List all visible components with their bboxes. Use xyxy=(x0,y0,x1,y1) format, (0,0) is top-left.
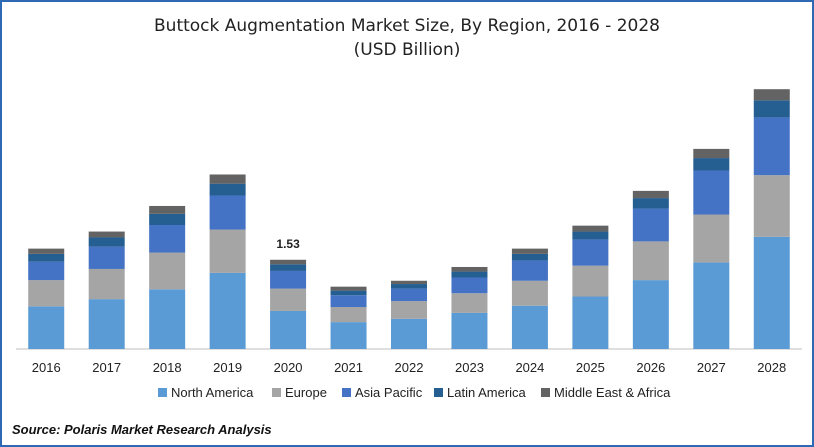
bar-2021-north-america xyxy=(330,322,367,349)
bar-2020-europe xyxy=(270,288,307,311)
legend-swatch xyxy=(541,388,550,397)
bar-2024-middle-east-africa xyxy=(511,248,548,254)
bar-2016-europe xyxy=(28,280,65,307)
bar-2017-latin-america xyxy=(88,237,125,247)
source-note: Source: Polaris Market Research Analysis xyxy=(12,422,272,437)
bar-2028-asia-pacific xyxy=(753,117,790,176)
x-tick-label: 2024 xyxy=(515,360,544,375)
bar-2027-asia-pacific xyxy=(693,170,730,215)
bar-2019-north-america xyxy=(209,272,246,349)
bar-2026-latin-america xyxy=(632,198,669,209)
x-tick-label: 2022 xyxy=(395,360,424,375)
legend-swatch xyxy=(434,388,443,397)
bar-2018-latin-america xyxy=(149,213,186,225)
bar-2019-middle-east-africa xyxy=(209,174,246,184)
chart-subtitle: (USD Billion) xyxy=(353,40,461,60)
bar-2019-asia-pacific xyxy=(209,195,246,230)
bar-2016-north-america xyxy=(28,306,65,349)
bar-2024-north-america xyxy=(511,305,548,349)
bar-2021-europe xyxy=(330,307,367,323)
x-tick-label: 2019 xyxy=(213,360,242,375)
legend-swatch xyxy=(158,388,167,397)
bar-2026-asia-pacific xyxy=(632,208,669,242)
bar-2023-middle-east-africa xyxy=(451,266,488,272)
legend-item-label: Latin America xyxy=(447,385,527,400)
bar-2026-europe xyxy=(632,241,669,281)
bar-2021-asia-pacific xyxy=(330,295,367,308)
bar-2017-europe xyxy=(88,268,125,300)
bar-2023-north-america xyxy=(451,312,488,349)
bar-2023-asia-pacific xyxy=(451,277,488,294)
bar-2020-middle-east-africa xyxy=(270,259,307,265)
bar-2026-middle-east-africa xyxy=(632,190,669,199)
legend-item-label: Middle East & Africa xyxy=(554,385,671,400)
x-tick-label: 2018 xyxy=(153,360,182,375)
bar-2017-north-america xyxy=(88,299,125,349)
bar-2016-asia-pacific xyxy=(28,261,65,281)
bar-2025-europe xyxy=(572,265,609,297)
bar-2022-europe xyxy=(391,301,427,319)
bar-2019-latin-america xyxy=(209,183,246,196)
data-label: 1.53 xyxy=(276,237,300,251)
legend-item-label: Europe xyxy=(285,385,327,400)
legend-item-label: North America xyxy=(171,385,254,400)
x-tick-label: 2028 xyxy=(757,360,786,375)
bar-2018-north-america xyxy=(149,289,186,349)
bar-2019-europe xyxy=(209,229,246,273)
bar-2018-europe xyxy=(149,252,186,290)
legend-swatch xyxy=(342,388,351,397)
bar-2016-latin-america xyxy=(28,253,65,262)
bar-2020-asia-pacific xyxy=(270,270,307,289)
bar-2017-asia-pacific xyxy=(88,246,125,269)
x-tick-label: 2020 xyxy=(274,360,303,375)
chart-title: Buttock Augmentation Market Size, By Reg… xyxy=(154,16,660,36)
bar-2025-middle-east-africa xyxy=(572,225,609,232)
bar-2028-middle-east-africa xyxy=(753,89,790,101)
bar-2018-asia-pacific xyxy=(149,224,186,253)
bar-2021-latin-america xyxy=(330,290,367,296)
x-tick-label: 2023 xyxy=(455,360,484,375)
bar-2027-latin-america xyxy=(693,158,730,171)
bar-2025-north-america xyxy=(572,296,609,349)
bar-2023-latin-america xyxy=(451,271,488,278)
bar-2020-latin-america xyxy=(270,264,307,271)
bar-2017-middle-east-africa xyxy=(88,231,125,238)
bar-2022-north-america xyxy=(391,318,427,349)
bar-2028-europe xyxy=(753,175,790,237)
bar-2025-latin-america xyxy=(572,231,609,240)
x-tick-label: 2016 xyxy=(32,360,61,375)
bar-2021-middle-east-africa xyxy=(330,286,367,291)
x-tick-label: 2026 xyxy=(636,360,665,375)
x-tick-label: 2017 xyxy=(92,360,121,375)
bar-2022-asia-pacific xyxy=(391,288,427,302)
bar-2020-north-america xyxy=(270,310,307,349)
bar-2022-latin-america xyxy=(391,284,427,289)
bar-2028-north-america xyxy=(753,236,790,349)
bar-2025-asia-pacific xyxy=(572,239,609,266)
bar-2027-middle-east-africa xyxy=(693,148,730,159)
bar-2016-middle-east-africa xyxy=(28,248,65,254)
legend-swatch xyxy=(272,388,281,397)
x-tick-label: 2021 xyxy=(334,360,363,375)
bar-2026-north-america xyxy=(632,280,669,349)
bar-2023-europe xyxy=(451,293,488,313)
bar-2027-europe xyxy=(693,214,730,263)
bar-2024-europe xyxy=(511,280,548,306)
x-tick-label: 2025 xyxy=(576,360,605,375)
bar-2027-north-america xyxy=(693,262,730,349)
bar-2024-asia-pacific xyxy=(511,260,548,281)
bar-2018-middle-east-africa xyxy=(149,205,186,214)
bar-2028-latin-america xyxy=(753,100,790,118)
bar-2022-middle-east-africa xyxy=(391,280,427,285)
x-tick-label: 2027 xyxy=(697,360,726,375)
bar-2024-latin-america xyxy=(511,253,548,261)
legend-item-label: Asia Pacific xyxy=(355,385,423,400)
